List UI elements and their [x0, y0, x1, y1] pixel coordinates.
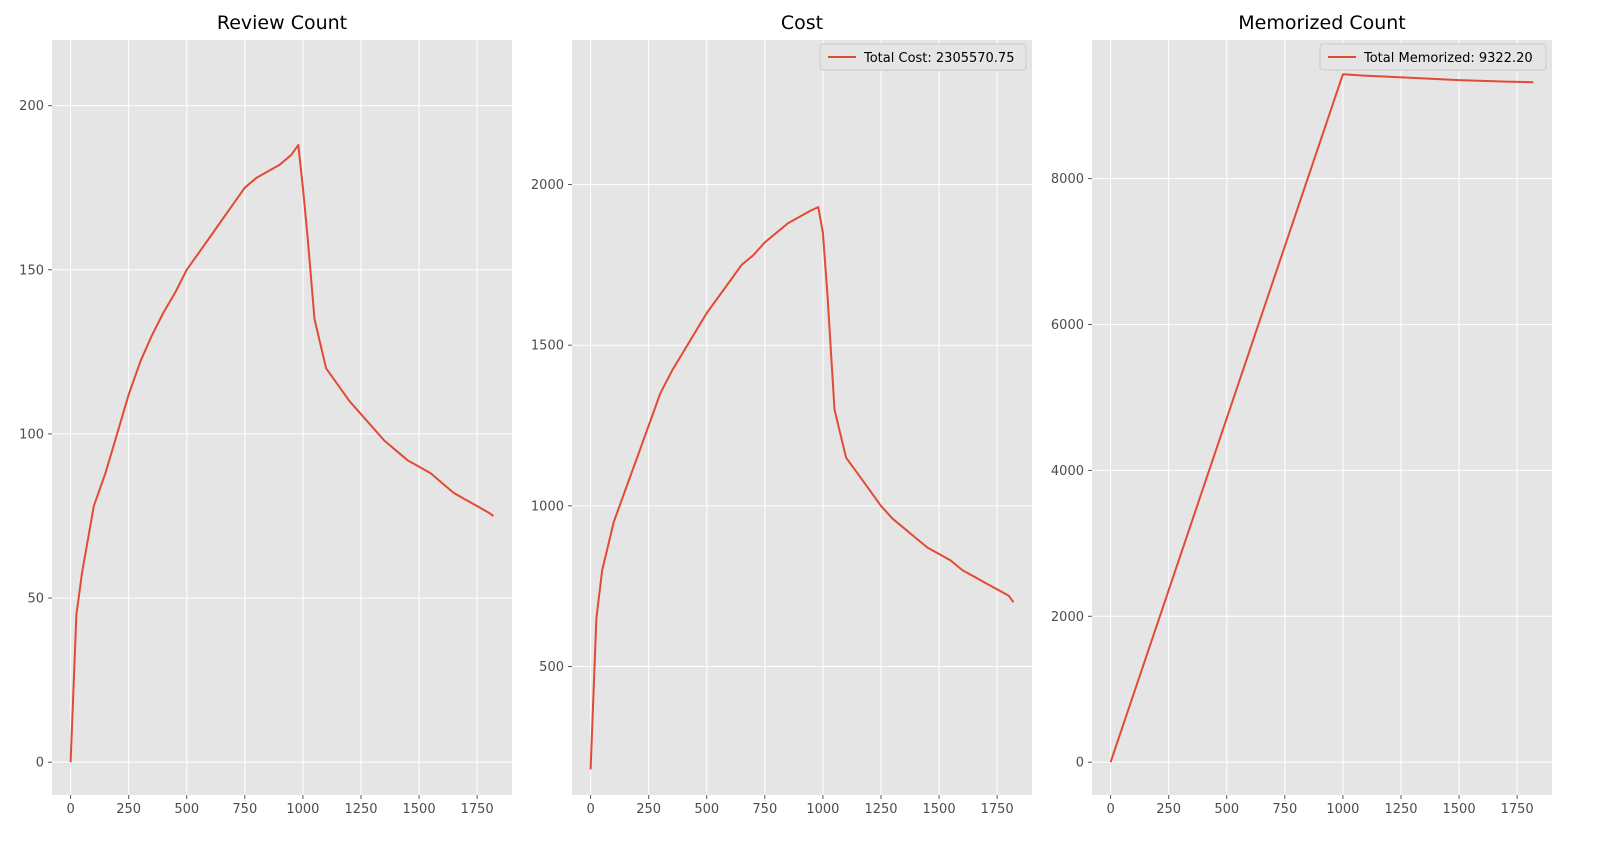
x-tick-label: 1500: [403, 802, 436, 817]
x-tick-label: 250: [1156, 802, 1181, 817]
legend-box-cost: [819, 43, 1027, 71]
y-tick-label: 4000: [1051, 464, 1084, 479]
series-review-count: [69, 144, 494, 763]
chart-title-memorized-count: Memorized Count: [1238, 12, 1406, 34]
x-tick-label: 250: [116, 802, 141, 817]
grid-memorized-count: [1092, 40, 1552, 795]
legend-memorized-count: Total Memorized: 9322.20: [1319, 43, 1547, 71]
y-tick-label: 200: [19, 99, 44, 114]
chart-title-cost: Cost: [781, 12, 823, 34]
series-cost: [589, 206, 1015, 770]
subplot-review-count: 0 250 500 750 1000 1250 1500 1750 0 50 100 150 200 R…: [19, 12, 512, 817]
x-tick-label: 1000: [1326, 802, 1359, 817]
subplot-memorized-count: 0 250 500 750 1000 1250 1500 1750 0 2000 4000 6000 8…: [1051, 12, 1552, 817]
y-tick-label: 2000: [1051, 610, 1084, 625]
y-tick-label: 100: [19, 427, 44, 442]
y-tick-label: 0: [36, 756, 44, 771]
x-tick-label: 250: [636, 802, 661, 817]
x-tick-label: 1750: [461, 802, 494, 817]
legend-label-memorized-count: Total Memorized: 9322.20: [1363, 51, 1533, 66]
y-tick-label: 500: [539, 660, 564, 675]
legend-cost: Total Cost: 2305570.75: [819, 43, 1027, 71]
series-memorized-count: [1109, 73, 1534, 763]
x-tick-label: 1750: [1501, 802, 1534, 817]
y-tick-label: 6000: [1051, 318, 1084, 333]
y-tick-label: 1500: [531, 339, 564, 354]
ticks-memorized-count: 0 250 500 750 1000 1250 1500 1750 0 2000 4000 6000 8…: [1051, 172, 1534, 817]
x-tick-label: 1500: [923, 802, 956, 817]
x-tick-label: 1250: [344, 802, 377, 817]
ticks-cost: 0 250 500 750 1000 1250 1500 1750 500 1000 1500 200…: [531, 178, 1014, 817]
x-tick-label: 1250: [1384, 802, 1417, 817]
x-tick-label: 750: [1272, 802, 1297, 817]
y-tick-label: 8000: [1051, 172, 1084, 187]
series-line-memorized-count: [1109, 73, 1534, 763]
x-tick-label: 750: [232, 802, 257, 817]
x-tick-label: 1750: [981, 802, 1014, 817]
legend-box-memorized-count: [1319, 43, 1547, 71]
x-tick-label: 1500: [1443, 802, 1476, 817]
x-tick-label: 0: [1106, 802, 1114, 817]
series-line-cost: [589, 206, 1015, 770]
x-tick-label: 1250: [864, 802, 897, 817]
x-tick-label: 750: [752, 802, 777, 817]
chart-title-review-count: Review Count: [217, 12, 347, 34]
x-tick-label: 500: [174, 802, 199, 817]
x-tick-label: 1000: [806, 802, 839, 817]
y-tick-label: 0: [1076, 756, 1084, 771]
x-tick-label: 0: [586, 802, 594, 817]
subplot-cost: 0 250 500 750 1000 1250 1500 1750 500 1000 1500 200…: [531, 12, 1032, 817]
x-tick-label: 1000: [286, 802, 319, 817]
grid-review-count: [52, 40, 512, 795]
y-tick-label: 150: [19, 263, 44, 278]
x-tick-label: 0: [66, 802, 74, 817]
plot-area-memorized-count: [1092, 40, 1552, 795]
y-tick-label: 50: [27, 592, 44, 607]
x-tick-label: 500: [1214, 802, 1239, 817]
grid-cost: [572, 40, 1032, 795]
legend-label-cost: Total Cost: 2305570.75: [863, 51, 1014, 66]
x-tick-label: 500: [694, 802, 719, 817]
y-tick-label: 2000: [531, 178, 564, 193]
y-tick-label: 1000: [531, 499, 564, 514]
series-line-review-count: [69, 144, 494, 763]
plot-area-cost: [572, 40, 1032, 795]
ticks-review-count: 0 250 500 750 1000 1250 1500 1750 0 50 100 150 200: [19, 99, 494, 817]
